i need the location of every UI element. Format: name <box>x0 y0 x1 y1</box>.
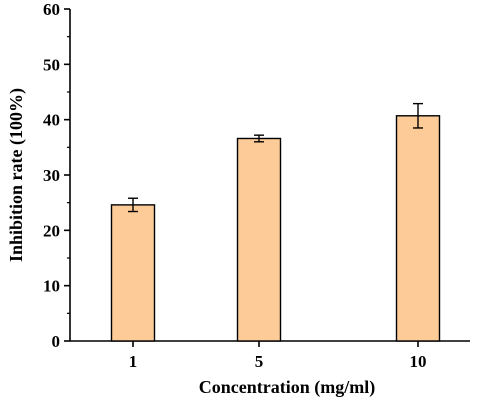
bar-10 <box>395 115 441 342</box>
x-tick-label-5: 5 <box>255 352 264 371</box>
y-axis: 0 10 20 30 40 50 60 <box>43 0 71 351</box>
x-tick-label-1: 1 <box>129 352 138 371</box>
y-tick-label: 60 <box>43 0 60 19</box>
bars <box>110 115 441 342</box>
error-bars <box>128 102 423 213</box>
x-tick-label-10: 10 <box>410 352 427 371</box>
y-axis-title: Inhibition rate (100%) <box>6 88 27 262</box>
y-tick-label: 10 <box>43 277 60 296</box>
y-tick-label: 50 <box>43 55 60 74</box>
x-axis-title: Concentration (mg/ml) <box>199 377 375 398</box>
y-tick-label: 30 <box>43 166 60 185</box>
y-tick-label: 40 <box>43 111 60 130</box>
bar-5 <box>236 137 282 342</box>
y-tick-label: 20 <box>43 221 60 240</box>
y-tick-label: 0 <box>52 332 61 351</box>
bar-1 <box>110 204 156 342</box>
x-axis: 1 5 10 <box>70 340 470 371</box>
